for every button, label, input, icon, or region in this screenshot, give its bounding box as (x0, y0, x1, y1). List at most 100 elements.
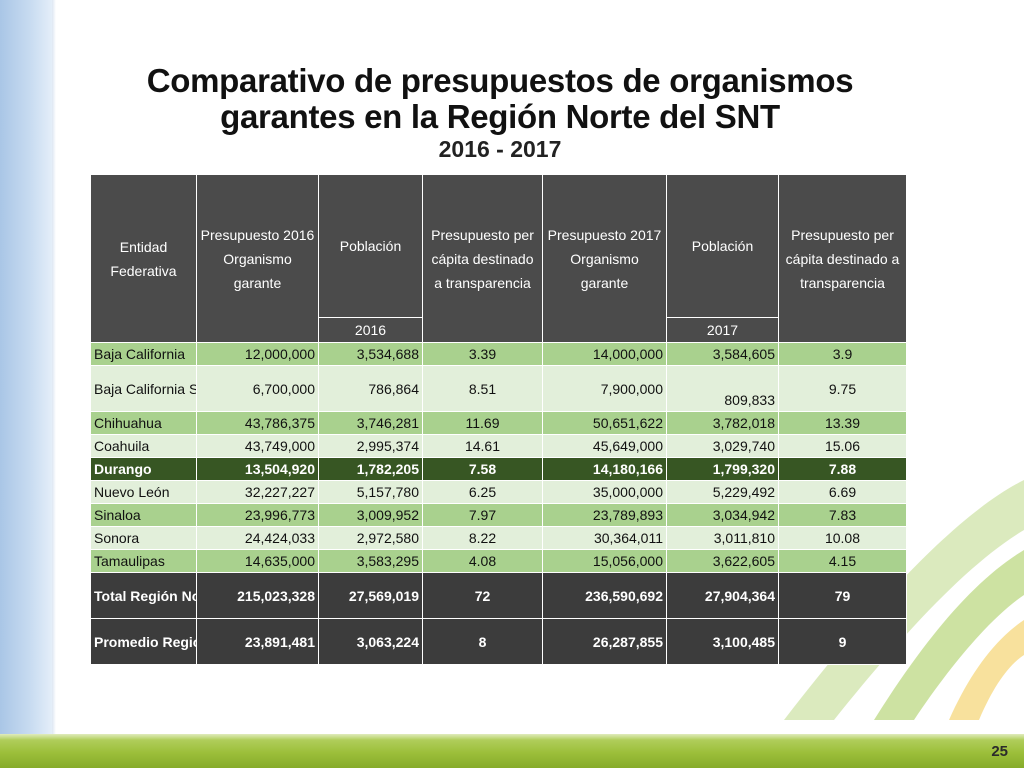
cell-presupuesto-2017: 23,789,893 (542, 503, 667, 527)
header-year-2017: 2017 (666, 317, 779, 343)
cell-presupuesto-2016: 14,635,000 (196, 549, 319, 573)
header-poblacion-2017: Población (666, 174, 779, 318)
cell-presupuesto-2016: 12,000,000 (196, 342, 319, 366)
cell-entidad: Sinaloa (90, 503, 197, 527)
cell-entidad: Promedio Región Norte (90, 618, 197, 665)
table-row: Coahuila 43,749,000 2,995,374 14.61 45,6… (90, 434, 907, 458)
cell-percapita-2017: 7.88 (778, 457, 907, 481)
cell-presupuesto-2017: 26,287,855 (542, 618, 667, 665)
cell-poblacion-2017: 809,833 (666, 365, 779, 412)
cell-entidad: Baja California (90, 342, 197, 366)
cell-presupuesto-2017: 15,056,000 (542, 549, 667, 573)
cell-poblacion-2016: 1,782,205 (318, 457, 423, 481)
cell-poblacion-2017: 3,029,740 (666, 434, 779, 458)
left-decorative-band (0, 0, 56, 768)
header-percapita-2016: Presupuesto per cápita destinado a trans… (422, 174, 543, 343)
footer-bar-highlight (0, 734, 1024, 740)
cell-presupuesto-2016: 23,996,773 (196, 503, 319, 527)
cell-percapita-2017: 13.39 (778, 411, 907, 435)
cell-percapita-2017: 6.69 (778, 480, 907, 504)
cell-poblacion-2016: 5,157,780 (318, 480, 423, 504)
cell-percapita-2017: 4.15 (778, 549, 907, 573)
cell-percapita-2016: 7.58 (422, 457, 543, 481)
cell-poblacion-2017: 3,782,018 (666, 411, 779, 435)
cell-poblacion-2016: 3,009,952 (318, 503, 423, 527)
cell-entidad: Durango (90, 457, 197, 481)
cell-poblacion-2017: 3,011,810 (666, 526, 779, 550)
cell-presupuesto-2016: 32,227,227 (196, 480, 319, 504)
cell-percapita-2016: 8.51 (422, 365, 543, 412)
cell-poblacion-2016: 2,995,374 (318, 434, 423, 458)
cell-poblacion-2016: 786,864 (318, 365, 423, 412)
budget-comparison-table: Entidad Federativa Presupuesto 2016 Orga… (90, 174, 907, 665)
cell-entidad: Tamaulipas (90, 549, 197, 573)
header-presupuesto-2016: Presupuesto 2016 Organismo garante (196, 174, 319, 343)
cell-percapita-2017: 79 (778, 572, 907, 619)
table-row: Baja California 12,000,000 3,534,688 3.3… (90, 342, 907, 366)
cell-poblacion-2016: 2,972,580 (318, 526, 423, 550)
cell-presupuesto-2017: 236,590,692 (542, 572, 667, 619)
table-row-total: Total Región Norte 215,023,328 27,569,01… (90, 572, 907, 619)
table-row: Nuevo León 32,227,227 5,157,780 6.25 35,… (90, 480, 907, 504)
header-percapita-2017: Presupuesto per cápita destinado a trans… (778, 174, 907, 343)
cell-entidad: Chihuahua (90, 411, 197, 435)
cell-presupuesto-2016: 24,424,033 (196, 526, 319, 550)
cell-presupuesto-2017: 30,364,011 (542, 526, 667, 550)
page-number: 25 (991, 743, 1008, 760)
cell-presupuesto-2016: 43,786,375 (196, 411, 319, 435)
cell-poblacion-2017: 1,799,320 (666, 457, 779, 481)
header-entidad: Entidad Federativa (90, 174, 197, 343)
cell-poblacion-2017: 3,034,942 (666, 503, 779, 527)
cell-presupuesto-2016: 43,749,000 (196, 434, 319, 458)
cell-presupuesto-2017: 45,649,000 (542, 434, 667, 458)
cell-entidad: Total Región Norte (90, 572, 197, 619)
cell-percapita-2017: 9.75 (778, 365, 907, 412)
cell-presupuesto-2016: 6,700,000 (196, 365, 319, 412)
cell-poblacion-2017: 27,904,364 (666, 572, 779, 619)
footer-bar (0, 734, 1024, 768)
cell-percapita-2016: 14.61 (422, 434, 543, 458)
cell-percapita-2016: 11.69 (422, 411, 543, 435)
cell-poblacion-2016: 3,063,224 (318, 618, 423, 665)
cell-poblacion-2017: 3,622,605 (666, 549, 779, 573)
cell-poblacion-2016: 3,746,281 (318, 411, 423, 435)
cell-presupuesto-2017: 50,651,622 (542, 411, 667, 435)
cell-presupuesto-2017: 35,000,000 (542, 480, 667, 504)
cell-percapita-2016: 8 (422, 618, 543, 665)
cell-percapita-2017: 7.83 (778, 503, 907, 527)
slide-subtitle: 2016 - 2017 (438, 136, 562, 162)
cell-percapita-2016: 7.97 (422, 503, 543, 527)
cell-percapita-2016: 8.22 (422, 526, 543, 550)
cell-entidad: Sonora (90, 526, 197, 550)
cell-percapita-2016: 3.39 (422, 342, 543, 366)
cell-poblacion-2016: 3,583,295 (318, 549, 423, 573)
header-presupuesto-2017: Presupuesto 2017 Organismo garante (542, 174, 667, 343)
table-row: Sonora 24,424,033 2,972,580 8.22 30,364,… (90, 526, 907, 550)
cell-percapita-2016: 4.08 (422, 549, 543, 573)
header-poblacion-2016: Población (318, 174, 423, 318)
table-row-average: Promedio Región Norte 23,891,481 3,063,2… (90, 618, 907, 665)
cell-percapita-2016: 6.25 (422, 480, 543, 504)
cell-presupuesto-2016: 23,891,481 (196, 618, 319, 665)
cell-percapita-2017: 10.08 (778, 526, 907, 550)
cell-entidad: Coahuila (90, 434, 197, 458)
cell-presupuesto-2016: 13,504,920 (196, 457, 319, 481)
cell-presupuesto-2017: 14,180,166 (542, 457, 667, 481)
cell-presupuesto-2017: 14,000,000 (542, 342, 667, 366)
table-row: Tamaulipas 14,635,000 3,583,295 4.08 15,… (90, 549, 907, 573)
cell-poblacion-2017: 3,584,605 (666, 342, 779, 366)
cell-poblacion-2017: 3,100,485 (666, 618, 779, 665)
cell-percapita-2017: 3.9 (778, 342, 907, 366)
table-row: Chihuahua 43,786,375 3,746,281 11.69 50,… (90, 411, 907, 435)
slide-title-line1: Comparativo de presupuestos de organismo… (146, 62, 854, 99)
table-row: Sinaloa 23,996,773 3,009,952 7.97 23,789… (90, 503, 907, 527)
cell-entidad: Nuevo León (90, 480, 197, 504)
table-row: Baja California Sur 6,700,000 786,864 8.… (90, 365, 907, 412)
table-row-highlighted: Durango 13,504,920 1,782,205 7.58 14,180… (90, 457, 907, 481)
cell-poblacion-2016: 27,569,019 (318, 572, 423, 619)
cell-poblacion-2016: 3,534,688 (318, 342, 423, 366)
cell-percapita-2016: 72 (422, 572, 543, 619)
header-year-2016: 2016 (318, 317, 423, 343)
cell-poblacion-2017: 5,229,492 (666, 480, 779, 504)
slide-title-line2: garantes en la Región Norte del SNT (220, 98, 780, 135)
